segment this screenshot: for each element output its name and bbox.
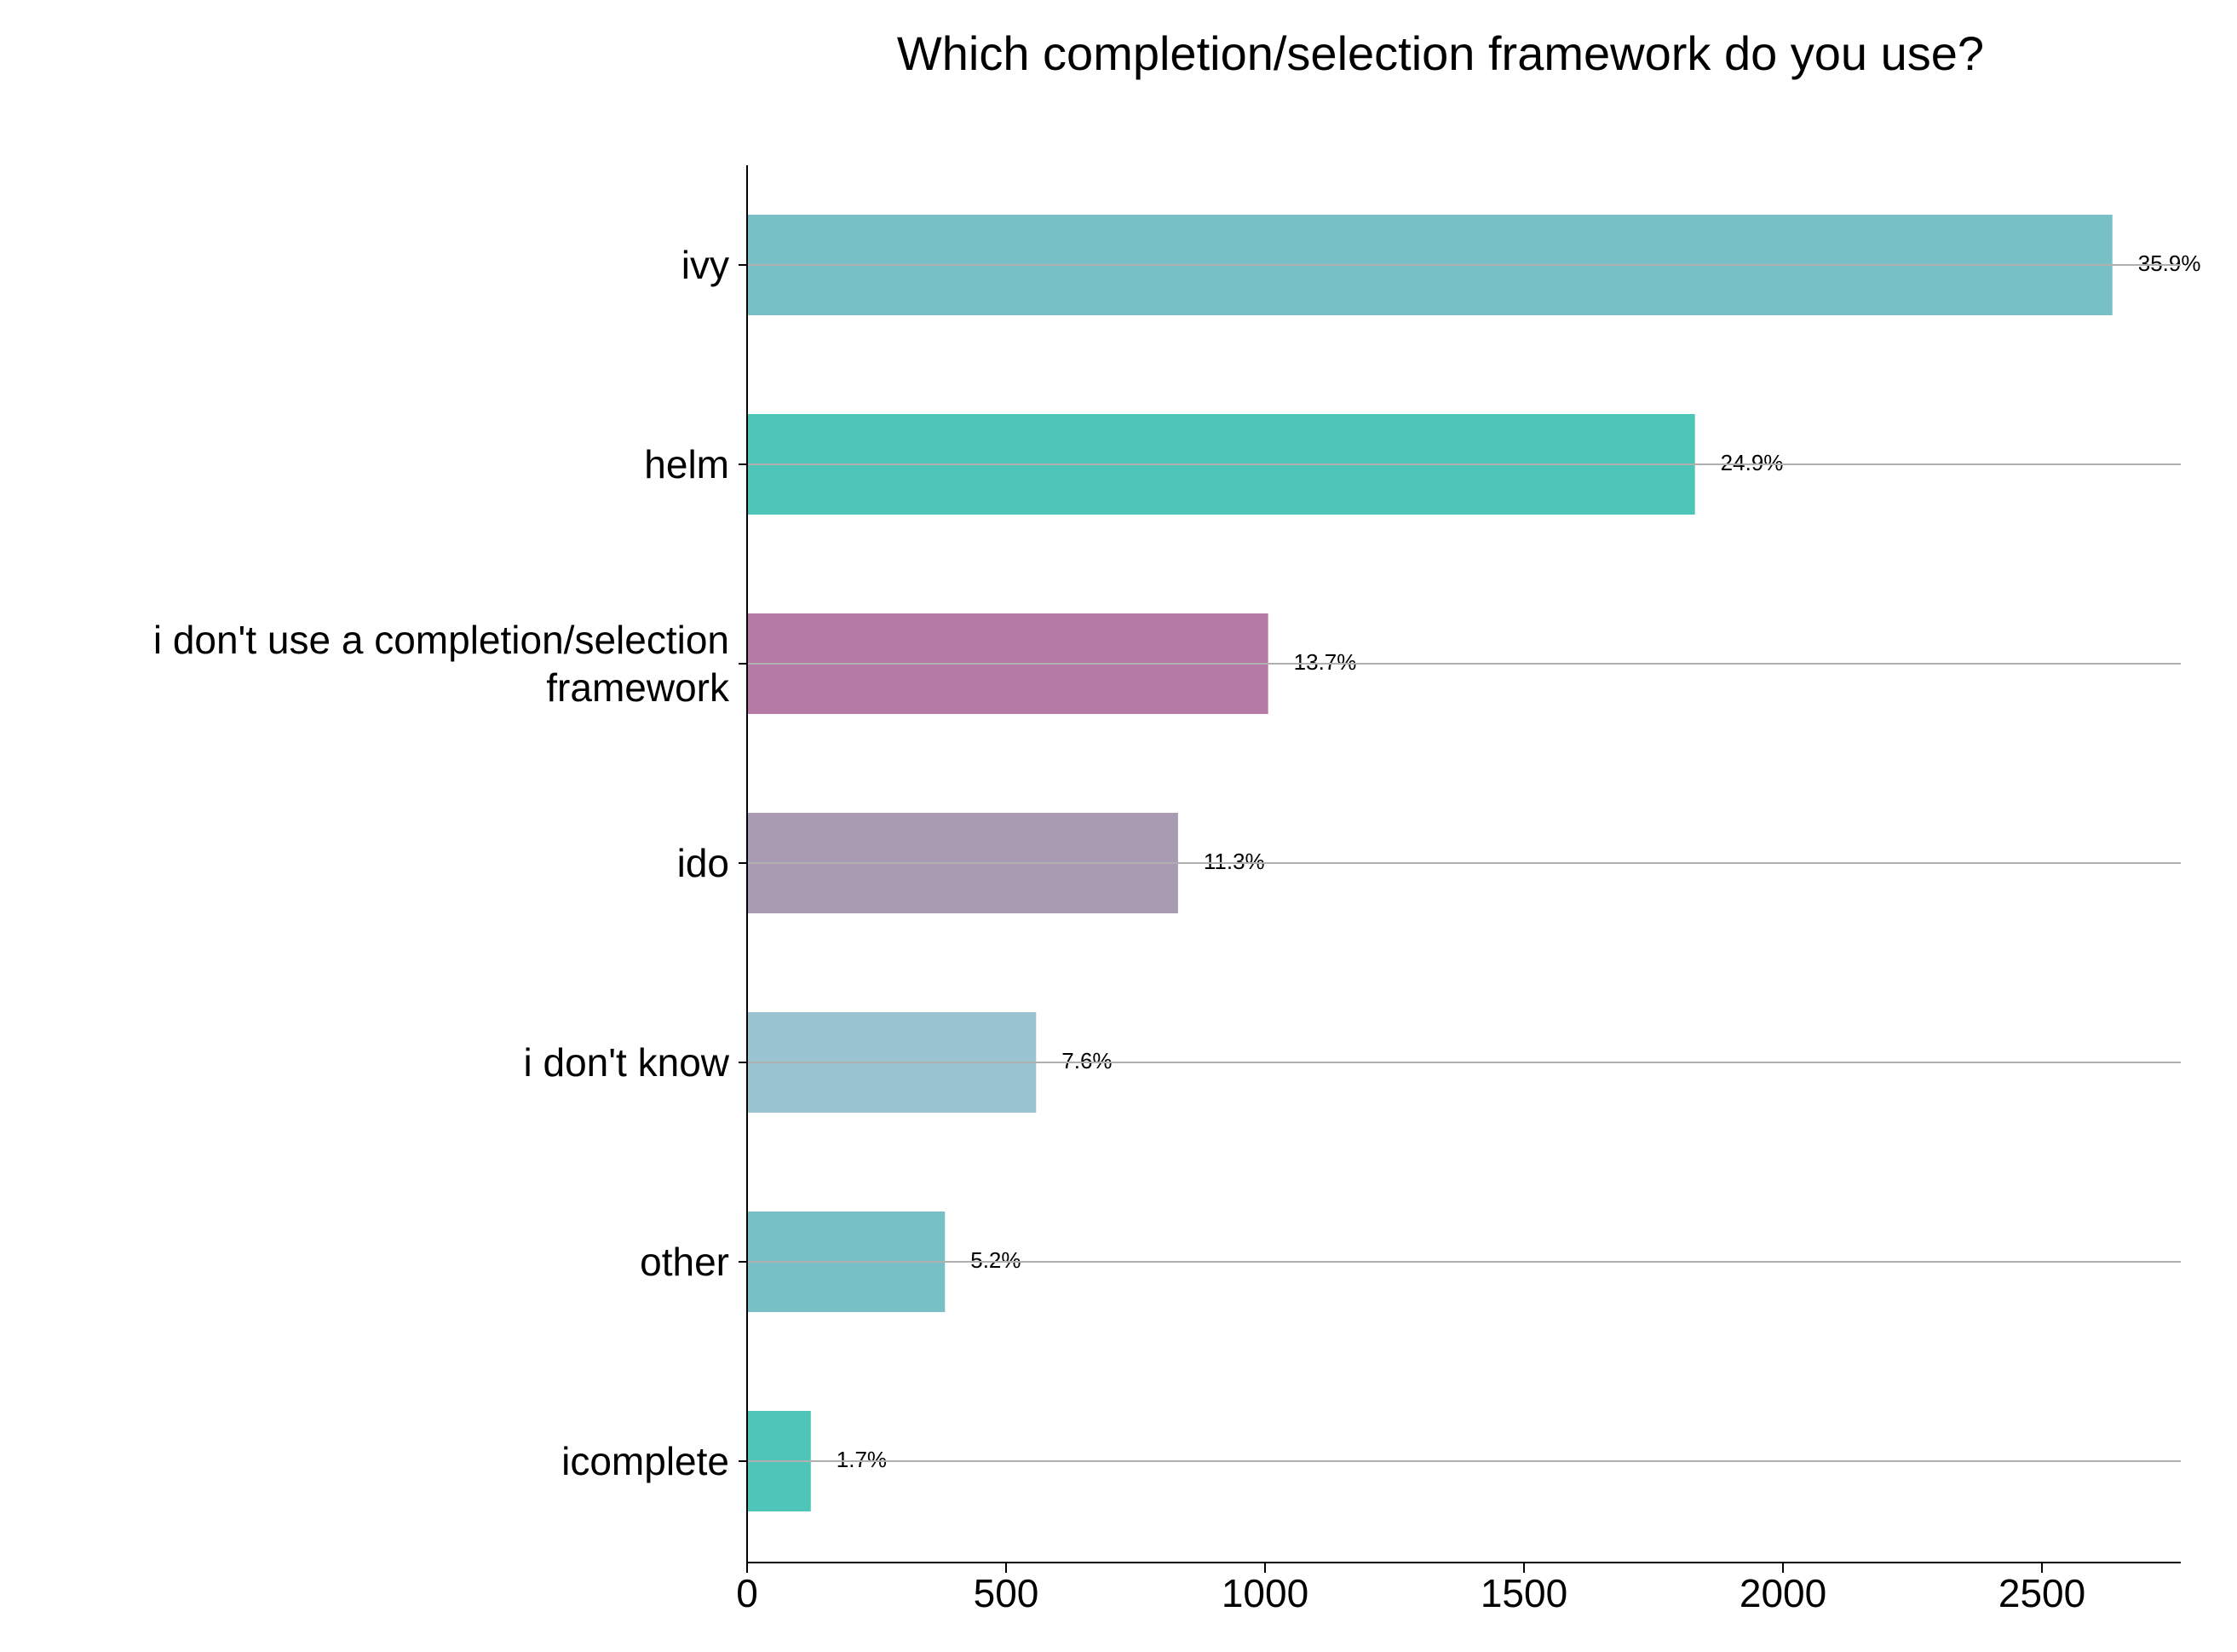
y-tick-label: icomplete: [561, 1439, 729, 1483]
value-label: 11.3%: [1204, 849, 1265, 874]
x-tick-label: 1500: [1481, 1571, 1567, 1615]
y-tick-label: i don't know: [523, 1040, 729, 1085]
value-label: 5.2%: [970, 1247, 1021, 1273]
x-tick-label: 1000: [1222, 1571, 1308, 1615]
x-tick-label: 500: [974, 1571, 1039, 1615]
x-tick-label: 0: [736, 1571, 758, 1615]
y-tick-label: helm: [644, 442, 729, 486]
value-label: 24.9%: [1721, 450, 1784, 475]
chart-title: Which completion/selection framework do …: [897, 26, 1984, 80]
value-label: 35.9%: [2138, 250, 2201, 276]
y-tick-label: i don't use a completion/selection frame…: [152, 618, 729, 710]
y-tick-label: other: [640, 1240, 729, 1284]
value-label: 13.7%: [1294, 649, 1357, 675]
x-tick-label: 2500: [1998, 1571, 2085, 1615]
y-tick-label: ido: [676, 841, 729, 885]
y-tick-label: ivy: [681, 243, 729, 287]
value-label: 1.7%: [837, 1447, 887, 1472]
x-tick-label: 2000: [1740, 1571, 1826, 1615]
value-label: 7.6%: [1061, 1048, 1112, 1074]
